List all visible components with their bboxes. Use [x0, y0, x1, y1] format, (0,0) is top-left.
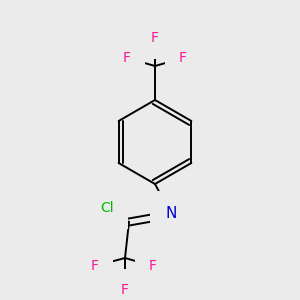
Text: F: F — [151, 31, 159, 45]
Text: F: F — [179, 51, 187, 65]
Text: Cl: Cl — [100, 201, 114, 215]
Text: F: F — [91, 259, 99, 273]
Text: F: F — [149, 259, 157, 273]
Text: F: F — [123, 51, 131, 65]
Text: F: F — [121, 283, 129, 297]
Text: N: N — [165, 206, 177, 221]
